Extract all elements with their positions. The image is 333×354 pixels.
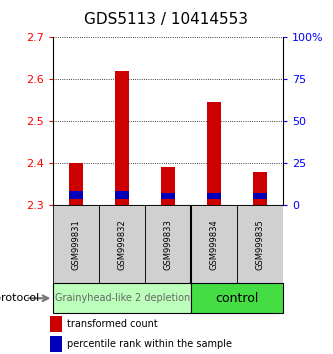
Bar [99, 205, 145, 283]
Text: percentile rank within the sample: percentile rank within the sample [67, 339, 231, 349]
Text: control: control [215, 292, 259, 305]
Text: GSM999834: GSM999834 [209, 219, 219, 270]
Bar [161, 167, 175, 205]
Text: GSM999833: GSM999833 [164, 219, 173, 270]
Text: GSM999831: GSM999831 [72, 219, 81, 270]
Bar [191, 205, 237, 283]
Text: GSM999832: GSM999832 [118, 219, 127, 270]
Bar [69, 190, 83, 199]
Bar [53, 205, 99, 283]
Bar [207, 193, 221, 199]
Text: Grainyhead-like 2 depletion: Grainyhead-like 2 depletion [55, 293, 190, 303]
Text: transformed count: transformed count [67, 319, 158, 329]
Bar [237, 205, 283, 283]
Bar [53, 283, 191, 313]
Bar [191, 283, 283, 313]
Bar [69, 163, 83, 205]
Bar [145, 205, 191, 283]
Bar [161, 193, 175, 199]
Bar [50, 337, 62, 352]
Text: GSM999835: GSM999835 [255, 219, 265, 270]
Bar [253, 172, 267, 205]
Bar [50, 316, 62, 332]
Text: protocol: protocol [0, 293, 39, 303]
Bar [207, 102, 221, 205]
Bar [115, 190, 129, 199]
Text: GDS5113 / 10414553: GDS5113 / 10414553 [85, 12, 248, 27]
Bar [253, 193, 267, 199]
Bar [115, 71, 129, 205]
